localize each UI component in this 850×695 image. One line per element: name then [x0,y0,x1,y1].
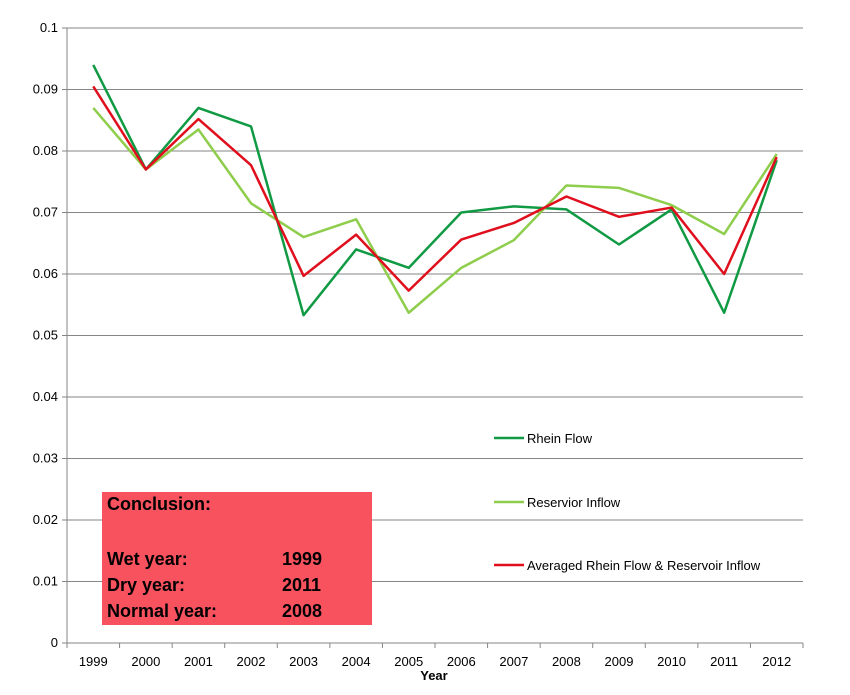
normal-year-label: Normal year: [107,601,218,621]
y-tick-label: 0 [51,635,58,650]
conclusion-row-normal: Normal year: 2008 [107,598,372,624]
y-axis-ticks: 0 0.01 0.02 0.03 0.04 0.05 0.06 0.07 0.08 0.09 0.1 [33,20,67,650]
normal-year-value: 2008 [282,601,323,621]
legend-label-reservior-inflow: Reservior Inflow [527,495,621,510]
y-tick-label: 0.01 [33,574,58,589]
conclusion-box: Conclusion: Wet year: 1999 Dry year: 201… [102,492,372,625]
wet-year-label: Wet year: [107,549,188,569]
y-tick-label: 0.05 [33,328,58,343]
conclusion-row-dry: Dry year: 2011 [107,572,372,598]
dry-year-value: 2011 [282,575,322,595]
x-tick-label: 2010 [657,654,686,669]
series-line-3 [92,85,778,292]
x-tick-label: 2003 [289,654,318,669]
x-tick-label: 2008 [552,654,581,669]
x-tick-label: 2001 [184,654,213,669]
y-tick-label: 0.07 [33,205,58,220]
x-tick-label: 2006 [447,654,476,669]
y-tick-label: 0.04 [33,389,58,404]
legend-label-averaged: Averaged Rhein Flow & Reservoir Inflow [527,558,761,573]
x-tick-label: 1999 [79,654,108,669]
series-lines [92,64,778,317]
y-tick-label: 0.08 [33,143,58,158]
x-tick-label: 2012 [762,654,791,669]
legend-label-rhein-flow: Rhein Flow [527,431,593,446]
conclusion-title: Conclusion: [107,494,211,514]
x-tick-label: 2002 [237,654,266,669]
wet-year-value: 1999 [282,549,323,569]
y-tick-label: 0.02 [33,512,58,527]
x-tick-label: 2009 [605,654,634,669]
x-tick-label: 2004 [342,654,371,669]
series-line-1 [92,64,778,317]
x-tick-label: 2000 [131,654,160,669]
y-tick-label: 0.03 [33,451,58,466]
x-tick-label: 2011 [710,654,738,669]
y-tick-label: 0.09 [33,82,58,97]
x-axis-ticks: 1999 2000 2001 2002 2003 2004 2005 2006 2007 2008… [66,643,804,669]
y-tick-label: 0.06 [33,266,58,281]
y-tick-label: 0.1 [40,20,58,35]
dry-year-label: Dry year: [107,575,186,595]
x-axis-title: Year [420,668,447,683]
series-line-2 [92,107,778,314]
x-tick-label: 2005 [394,654,423,669]
x-tick-label: 2007 [499,654,528,669]
conclusion-row-wet: Wet year: 1999 [107,546,372,572]
legend: Rhein Flow Reservior Inflow Averaged Rhe… [494,431,761,573]
